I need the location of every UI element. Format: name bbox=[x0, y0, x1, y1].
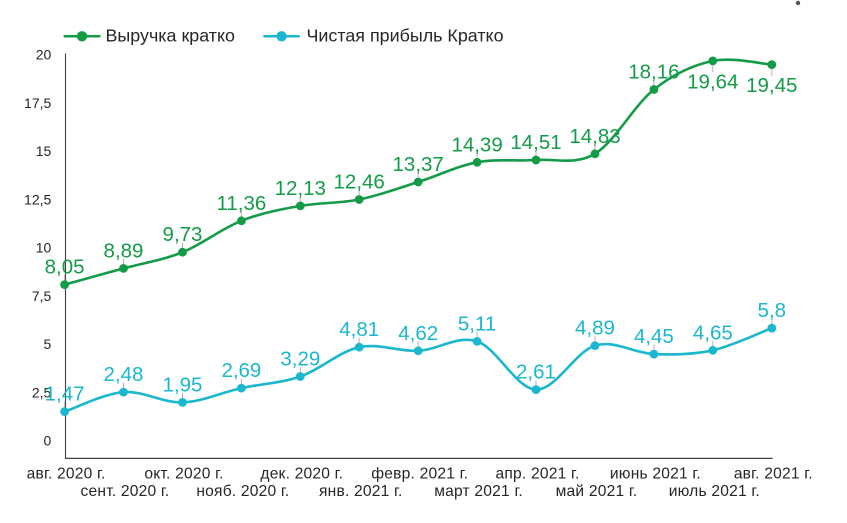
svg-text:4,81: 4,81 bbox=[339, 318, 379, 341]
svg-text:4,45: 4,45 bbox=[634, 325, 674, 348]
svg-text:нояб. 2020 г.: нояб. 2020 г. bbox=[196, 483, 289, 500]
svg-text:12,13: 12,13 bbox=[275, 177, 326, 200]
svg-text:5: 5 bbox=[44, 336, 52, 352]
svg-text:19,64: 19,64 bbox=[687, 70, 738, 93]
svg-text:8,89: 8,89 bbox=[104, 239, 144, 262]
svg-text:18,16: 18,16 bbox=[628, 61, 679, 84]
svg-text:сент. 2020 г.: сент. 2020 г. bbox=[81, 483, 170, 500]
svg-text:14,51: 14,51 bbox=[510, 131, 561, 154]
svg-text:окт. 2020 г.: окт. 2020 г. bbox=[144, 466, 223, 483]
svg-text:14,39: 14,39 bbox=[451, 133, 502, 156]
svg-text:5,11: 5,11 bbox=[458, 312, 496, 335]
svg-text:8,05: 8,05 bbox=[45, 256, 85, 279]
svg-text:2,69: 2,69 bbox=[221, 359, 261, 382]
svg-text:12,5: 12,5 bbox=[24, 191, 51, 207]
svg-text:Чистая прибыль Кратко: Чистая прибыль Кратко bbox=[307, 26, 504, 46]
svg-text:апр. 2021 г.: апр. 2021 г. bbox=[496, 466, 580, 483]
svg-text:февр. 2021 г.: февр. 2021 г. bbox=[371, 466, 468, 483]
svg-text:июнь 2021 г.: июнь 2021 г. bbox=[610, 466, 701, 483]
svg-text:авг. 2021 г.: авг. 2021 г. bbox=[734, 466, 813, 483]
svg-text:14,83: 14,83 bbox=[569, 125, 620, 148]
svg-text:9,73: 9,73 bbox=[163, 223, 203, 246]
svg-text:13,37: 13,37 bbox=[393, 153, 444, 176]
svg-text:0: 0 bbox=[44, 433, 52, 449]
svg-text:20: 20 bbox=[36, 47, 52, 63]
svg-text:7,5: 7,5 bbox=[32, 288, 52, 304]
svg-text:4,65: 4,65 bbox=[693, 321, 733, 344]
svg-text:10: 10 bbox=[36, 240, 52, 256]
svg-text:5,8: 5,8 bbox=[758, 299, 787, 322]
svg-text:19,45: 19,45 bbox=[746, 74, 797, 97]
svg-text:июль 2021 г.: июль 2021 г. bbox=[669, 483, 760, 500]
svg-text:март 2021 г.: март 2021 г. bbox=[434, 483, 523, 500]
svg-text:2,5: 2,5 bbox=[32, 384, 52, 400]
svg-text:май 2021 г.: май 2021 г. bbox=[556, 483, 638, 500]
svg-text:дек. 2020 г.: дек. 2020 г. bbox=[260, 466, 343, 483]
svg-text:15: 15 bbox=[36, 143, 52, 159]
svg-text:4,89: 4,89 bbox=[575, 317, 615, 340]
svg-text:авг. 2020 г.: авг. 2020 г. bbox=[27, 466, 106, 483]
svg-text:Выручка кратко: Выручка кратко bbox=[106, 26, 236, 46]
svg-text:12,46: 12,46 bbox=[334, 171, 385, 194]
svg-text:1,95: 1,95 bbox=[163, 373, 203, 396]
svg-text:11,36: 11,36 bbox=[217, 192, 267, 215]
svg-text:3,29: 3,29 bbox=[280, 348, 320, 371]
svg-text:17,5: 17,5 bbox=[24, 95, 51, 111]
svg-text:1,47: 1,47 bbox=[45, 383, 85, 406]
svg-text:янв. 2021 г.: янв. 2021 г. bbox=[319, 483, 403, 500]
svg-text:2,48: 2,48 bbox=[104, 363, 144, 386]
svg-text:2,61: 2,61 bbox=[516, 361, 556, 384]
svg-text:4,62: 4,62 bbox=[398, 322, 438, 345]
